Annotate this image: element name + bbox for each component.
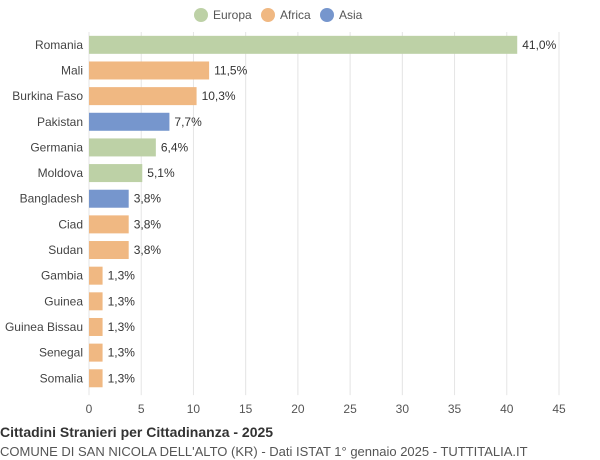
- bar-guinea: [89, 292, 103, 311]
- bar-mali: [89, 61, 210, 80]
- category-label: Germania: [30, 140, 83, 154]
- category-label: Ciad: [58, 217, 83, 231]
- category-label: Sudan: [48, 243, 83, 257]
- x-tick-label: 20: [291, 402, 305, 416]
- data-label: 6,4%: [161, 140, 189, 154]
- data-label: 3,8%: [134, 243, 162, 257]
- bar-chart: 0 5 10 15 20 25 30 35 40 45 Romania 41,0% Mali 11,5% B…: [5, 8, 566, 416]
- x-tick-label: 25: [343, 402, 357, 416]
- legend-marker-europa: [194, 8, 208, 22]
- data-label: 10,3%: [202, 89, 236, 103]
- category-label: Senegal: [39, 346, 83, 360]
- chart-title: Cittadini Stranieri per Cittadinanza - 2…: [0, 424, 274, 440]
- bar-romania: [89, 35, 518, 54]
- bar-somalia: [89, 369, 103, 388]
- category-label: Pakistan: [37, 115, 83, 129]
- legend-label: Asia: [339, 8, 363, 22]
- category-label: Guinea Bissau: [5, 320, 83, 334]
- x-tick-label: 5: [138, 402, 145, 416]
- legend-marker-africa: [261, 8, 275, 22]
- bar-senegal: [89, 343, 103, 362]
- bar-bangladesh: [89, 189, 129, 208]
- data-label: 41,0%: [522, 38, 556, 52]
- legend-label: Africa: [280, 8, 311, 22]
- legend-label: Europa: [213, 8, 252, 22]
- data-label: 3,8%: [134, 192, 162, 206]
- data-label: 1,3%: [108, 269, 136, 283]
- bar-gambia: [89, 266, 103, 285]
- data-label: 3,8%: [134, 217, 162, 231]
- category-label: Gambia: [41, 269, 83, 283]
- bar-moldova: [89, 164, 143, 183]
- bar-sudan: [89, 241, 129, 260]
- data-label: 1,3%: [108, 294, 136, 308]
- category-label: Burkina Faso: [12, 89, 83, 103]
- bar-burkina-faso: [89, 87, 197, 106]
- category-label: Somalia: [40, 371, 84, 385]
- data-label: 1,3%: [108, 346, 136, 360]
- category-label: Moldova: [38, 166, 84, 180]
- legend-marker-asia: [320, 8, 334, 22]
- bar-guinea-bissau: [89, 317, 103, 336]
- data-label: 1,3%: [108, 371, 136, 385]
- data-label: 11,5%: [214, 63, 247, 77]
- category-label: Mali: [61, 63, 83, 77]
- bar-germania: [89, 138, 156, 157]
- data-label: 1,3%: [108, 320, 136, 334]
- category-label: Bangladesh: [20, 192, 83, 206]
- bar-ciad: [89, 215, 129, 234]
- category-label: Guinea: [44, 294, 83, 308]
- x-tick-label: 35: [448, 402, 462, 416]
- category-label: Romania: [35, 38, 83, 52]
- chart-subtitle: COMUNE DI SAN NICOLA DELL'ALTO (KR) - Da…: [0, 444, 528, 459]
- x-tick-label: 30: [396, 402, 410, 416]
- bar-pakistan: [89, 112, 170, 131]
- x-tick-label: 0: [86, 402, 93, 416]
- x-tick-label: 45: [552, 402, 566, 416]
- x-tick-label: 10: [187, 402, 201, 416]
- x-tick-label: 40: [500, 402, 514, 416]
- data-label: 5,1%: [147, 166, 175, 180]
- x-tick-label: 15: [239, 402, 253, 416]
- data-label: 7,7%: [174, 115, 202, 129]
